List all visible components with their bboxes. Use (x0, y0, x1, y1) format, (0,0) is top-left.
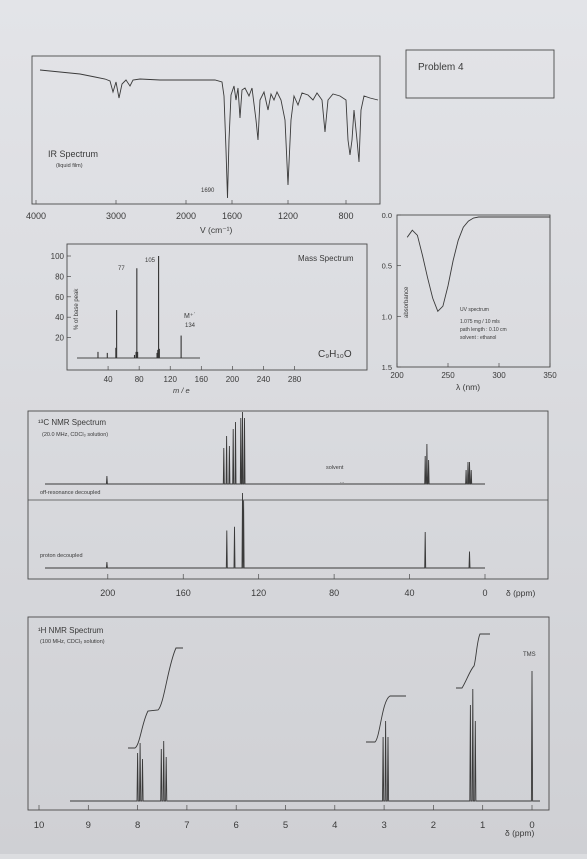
mass-x-tick-label-40: 40 (104, 375, 113, 384)
h1-frame (27, 616, 550, 811)
h1-integral-trace (128, 633, 490, 749)
ir-trace (39, 69, 379, 199)
c13-solvent-label: solvent (326, 465, 344, 471)
uv-x-tick-label-200: 200 (390, 371, 404, 380)
h1-x-tick-label-6: 6 (234, 820, 239, 831)
ir-subtitle: (liquid film) (56, 163, 83, 169)
uv-y-tick-label-0.5: 0.5 (382, 262, 392, 271)
c13-subtitle: (20.0 MHz, CDCl₃ solution) (42, 432, 108, 438)
uv-info-1: 1.075 mg / 10 mls (460, 319, 500, 325)
ir-x-tick-label-800: 800 (338, 211, 353, 221)
c13-x-tick-label-40: 40 (405, 588, 415, 598)
uv-x-tick-label-250: 250 (441, 371, 455, 380)
h1-x-tick-label-10: 10 (34, 820, 45, 831)
h1-x-tick-label-4: 4 (332, 820, 337, 831)
mass-title: Mass Spectrum (298, 254, 354, 263)
problem-box (405, 49, 555, 99)
mass-y-tick-label-100: 100 (51, 252, 65, 261)
mass-bars (97, 256, 182, 358)
ir-xlabel: V (cm⁻¹) (200, 225, 233, 235)
uv-xlabel: λ (nm) (456, 382, 480, 392)
mass-x-tick-label-200: 200 (226, 375, 240, 384)
mass-y-tick-label-20: 20 (55, 334, 64, 343)
ir-frame (31, 55, 381, 205)
c13-x-tick-label-80: 80 (329, 588, 339, 598)
h1-tms-label: TMS (523, 652, 536, 658)
h1-x-tick-label-9: 9 (86, 820, 91, 831)
mass-y-tick-label-40: 40 (55, 313, 64, 322)
problem-label: Problem 4 (418, 62, 464, 73)
c13-x-tick-label-0: 0 (482, 588, 487, 598)
mass-label-77: 77 (118, 266, 125, 272)
c13-title: ¹³C NMR Spectrum (38, 418, 106, 427)
uv-y-ticks: 0.0 0.5 1.0 1.5 (382, 211, 401, 372)
ir-title: IR Spectrum (48, 149, 98, 159)
h1-x-tick-label-1: 1 (480, 820, 485, 831)
h1-x-tick-label-5: 5 (283, 820, 288, 831)
ir-x-tick-label-2000: 2000 (176, 211, 196, 221)
mass-frame (66, 243, 368, 371)
mass-formula: C₉H₁₀O (318, 349, 352, 360)
uv-y-tick-label-1.5: 1.5 (382, 363, 392, 372)
uv-x-tick-label-300: 300 (492, 371, 506, 380)
mass-label-105: 105 (145, 258, 156, 264)
uv-info-3: solvent : ethanol (460, 335, 496, 341)
uv-trace (406, 216, 550, 313)
mass-ylabel: % of base peak (74, 288, 80, 330)
ir-x-tick-label-3000: 3000 (106, 211, 126, 221)
c13-x-ticks: 200 160 120 80 40 0 (100, 574, 488, 598)
mass-x-tick-label-160: 160 (195, 375, 209, 384)
uv-ylabel: absorbance (404, 286, 410, 318)
c13-solvent-dots: ... (340, 479, 344, 485)
ir-peak-label: 1690 (201, 188, 215, 194)
h1-title: ¹H NMR Spectrum (38, 626, 104, 635)
h1-trace (70, 670, 540, 802)
mass-y-tick-label-80: 80 (55, 272, 64, 281)
h1-x-tick-label-7: 7 (184, 820, 189, 831)
h1-x-tick-label-3: 3 (381, 820, 386, 831)
c13-off-resonance-trace (45, 411, 485, 485)
h1-xlabel: δ (ppm) (505, 828, 534, 838)
c13-off-resonance-label: off-resonance decoupled (40, 490, 100, 496)
h1-x-ticks: 10 9 8 7 6 5 4 3 2 1 0 (34, 805, 535, 831)
uv-y-tick-label-1.0: 1.0 (382, 312, 392, 321)
h1-x-tick-label-2: 2 (431, 820, 436, 831)
mass-x-tick-label-120: 120 (164, 375, 178, 384)
mass-xlabel: m / e (173, 386, 190, 395)
mass-x-ticks: 40 80 120 160 200 240 280 (104, 366, 302, 384)
uv-info-0: UV spectrum (460, 307, 489, 313)
ir-x-ticks: 4000 3000 2000 1600 1200 800 (26, 200, 354, 221)
h1-x-tick-label-0: 0 (529, 820, 534, 831)
c13-proton-label: proton decoupled (40, 553, 83, 559)
mass-y-tick-label-60: 60 (55, 293, 64, 302)
mass-mplus-mz: 134 (185, 323, 196, 329)
uv-x-tick-label-350: 350 (543, 371, 557, 380)
c13-x-tick-label-120: 120 (251, 588, 266, 598)
mass-y-ticks: 100 80 60 40 20 (51, 252, 71, 343)
c13-proton-decoupled-trace (45, 492, 485, 569)
uv-info-2: path length : 0.10 cm (460, 327, 507, 333)
mass-x-tick-label-240: 240 (257, 375, 271, 384)
ir-x-tick-label-1600: 1600 (222, 211, 242, 221)
c13-frame (27, 410, 549, 580)
h1-x-tick-label-8: 8 (135, 820, 140, 831)
mass-x-tick-label-280: 280 (288, 375, 302, 384)
uv-frame (396, 214, 551, 368)
c13-x-tick-label-200: 200 (100, 588, 115, 598)
c13-xlabel: δ (ppm) (506, 588, 535, 598)
h1-subtitle: (100 MHz, CDCl₃ solution) (40, 639, 105, 645)
mass-mplus: M⁺˙ (184, 312, 196, 320)
uv-y-tick-label-0.0: 0.0 (382, 211, 392, 220)
uv-x-ticks: 200 250 300 350 (390, 363, 557, 380)
ir-x-tick-label-4000: 4000 (26, 211, 46, 221)
c13-x-tick-label-160: 160 (176, 588, 191, 598)
ir-x-tick-label-1200: 1200 (278, 211, 298, 221)
mass-x-tick-label-80: 80 (135, 375, 144, 384)
